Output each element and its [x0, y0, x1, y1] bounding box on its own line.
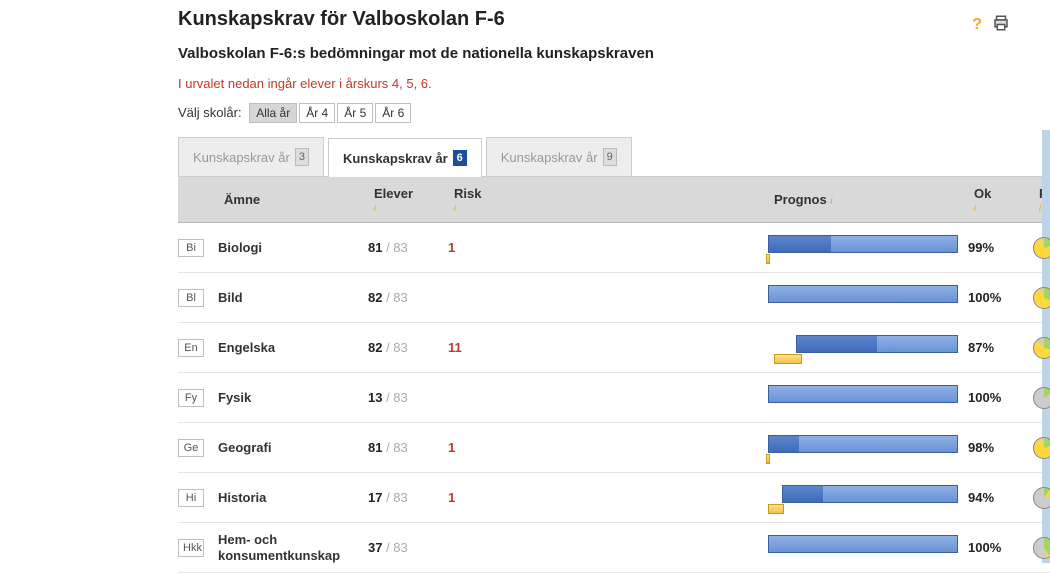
tab-year-badge: 6: [453, 150, 467, 166]
elever-value: 82 / 83: [368, 290, 448, 305]
table-row[interactable]: Hkk Hem- och konsumentkunskap37 / 83 100%: [178, 523, 1050, 573]
print-icon[interactable]: [992, 14, 1010, 35]
table-row[interactable]: En Engelska82 / 8311 87%: [178, 323, 1050, 373]
prognos-bar: [768, 431, 968, 465]
table-row[interactable]: Hi Historia17 / 831 94%: [178, 473, 1050, 523]
ok-value: 98%: [968, 440, 1033, 455]
tab-year-badge: 3: [295, 148, 309, 166]
subject-code-badge: En: [178, 339, 204, 357]
col-ok: Oki: [968, 182, 1033, 217]
freshness-pie-icon: [1033, 537, 1050, 559]
freshness-pie-icon: [1033, 387, 1050, 409]
prognos-bar: [768, 231, 968, 265]
prognos-bar: [768, 381, 968, 415]
subject-code-badge: Ge: [178, 439, 204, 457]
subject-code-badge: Bi: [178, 239, 204, 257]
year-selector-label: Välj skolår:: [178, 105, 242, 120]
col-prognos: Prognos i: [768, 188, 968, 211]
ok-value: 100%: [968, 390, 1033, 405]
tab-year-badge: 9: [603, 148, 617, 166]
tab-label: Kunskapskrav år: [193, 150, 290, 165]
tab-label: Kunskapskrav år: [343, 151, 448, 166]
table-row[interactable]: Ge Geografi81 / 831 98%: [178, 423, 1050, 473]
subject-name: Engelska: [218, 340, 368, 356]
prognos-bar: [768, 531, 968, 565]
filter-description: I urvalet nedan ingår elever i årskurs 4…: [178, 76, 1050, 91]
prognos-bar: [768, 481, 968, 515]
risk-value: 1: [448, 440, 508, 455]
subject-code-badge: Bl: [178, 289, 204, 307]
year-button[interactable]: År 5: [337, 103, 373, 123]
prognos-bar: [768, 331, 968, 365]
tab[interactable]: Kunskapskrav år 6: [328, 138, 482, 177]
elever-value: 82 / 83: [368, 340, 448, 355]
risk-value: 11: [448, 340, 508, 355]
subject-name: Fysik: [218, 390, 368, 406]
elever-value: 17 / 83: [368, 490, 448, 505]
year-selector: Välj skolår: Alla årÅr 4År 5År 6: [178, 103, 1050, 123]
ok-value: 100%: [968, 290, 1033, 305]
col-amne: Ämne: [218, 188, 368, 211]
tab-label: Kunskapskrav år: [501, 150, 598, 165]
table-row[interactable]: Bl Bild82 / 83 100%: [178, 273, 1050, 323]
elever-value: 13 / 83: [368, 390, 448, 405]
ok-value: 87%: [968, 340, 1033, 355]
col-risk: Riski: [448, 182, 508, 217]
freshness-pie-icon: [1033, 487, 1050, 509]
tab-strip: Kunskapskrav år3Kunskapskrav år6Kunskaps…: [178, 137, 1050, 177]
subject-name: Biologi: [218, 240, 368, 256]
year-button[interactable]: Alla år: [249, 103, 297, 123]
tab[interactable]: Kunskapskrav år 9: [486, 137, 632, 176]
subject-code-badge: Hi: [178, 489, 204, 507]
tab[interactable]: Kunskapskrav år 3: [178, 137, 324, 176]
subject-name: Hem- och konsumentkunskap: [218, 532, 368, 563]
ok-value: 94%: [968, 490, 1033, 505]
elever-value: 37 / 83: [368, 540, 448, 555]
ok-value: 99%: [968, 240, 1033, 255]
table-header: Ämne Eleveri Riski Prognos i Oki Färskhe…: [178, 177, 1050, 223]
help-icon[interactable]: ?: [972, 16, 982, 34]
subject-code-badge: Hkk: [178, 539, 204, 557]
freshness-pie-icon: [1033, 237, 1050, 259]
subject-name: Historia: [218, 490, 368, 506]
col-elever: Eleveri: [368, 182, 448, 217]
freshness-pie-icon: [1033, 437, 1050, 459]
year-button[interactable]: År 6: [375, 103, 411, 123]
subject-code-badge: Fy: [178, 389, 204, 407]
page-subtitle: Valboskolan F-6:s bedömningar mot de nat…: [178, 45, 1050, 62]
page-title: Kunskapskrav för Valboskolan F-6: [178, 8, 505, 31]
freshness-pie-icon: [1033, 287, 1050, 309]
table-row[interactable]: Bi Biologi81 / 831 99%: [178, 223, 1050, 273]
risk-value: 1: [448, 490, 508, 505]
subject-name: Bild: [218, 290, 368, 306]
elever-value: 81 / 83: [368, 440, 448, 455]
prognos-bar: [768, 281, 968, 315]
freshness-pie-icon: [1033, 337, 1050, 359]
risk-value: 1: [448, 240, 508, 255]
elever-value: 81 / 83: [368, 240, 448, 255]
subject-name: Geografi: [218, 440, 368, 456]
ok-value: 100%: [968, 540, 1033, 555]
table-row[interactable]: Fy Fysik13 / 83 100%: [178, 373, 1050, 423]
year-button[interactable]: År 4: [299, 103, 335, 123]
